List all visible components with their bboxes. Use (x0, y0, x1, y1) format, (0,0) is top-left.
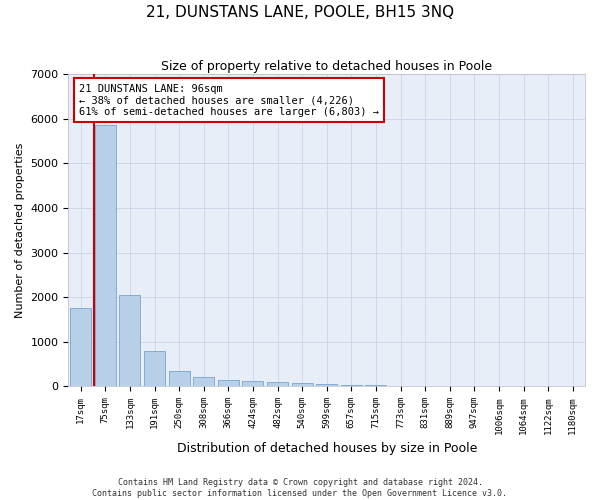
Bar (292, 383, 313, 386)
Text: 21, DUNSTANS LANE, POOLE, BH15 3NQ: 21, DUNSTANS LANE, POOLE, BH15 3NQ (146, 5, 454, 20)
Text: 21 DUNSTANS LANE: 96sqm
← 38% of detached houses are smaller (4,226)
61% of semi: 21 DUNSTANS LANE: 96sqm ← 38% of detache… (79, 84, 379, 116)
Bar (95, 126, 116, 386)
Bar (193, 376, 214, 386)
Bar (316, 384, 337, 386)
X-axis label: Distribution of detached houses by size in Poole: Distribution of detached houses by size … (176, 442, 477, 455)
Y-axis label: Number of detached properties: Number of detached properties (15, 142, 25, 318)
Bar (218, 380, 239, 386)
Text: Contains HM Land Registry data © Crown copyright and database right 2024.
Contai: Contains HM Land Registry data © Crown c… (92, 478, 508, 498)
Bar (70, 308, 91, 386)
Bar (169, 370, 190, 386)
Bar (365, 385, 386, 386)
Title: Size of property relative to detached houses in Poole: Size of property relative to detached ho… (161, 60, 492, 73)
Bar (242, 382, 263, 386)
Bar (119, 295, 140, 386)
Bar (144, 350, 165, 386)
Bar (341, 384, 362, 386)
Bar (267, 382, 288, 386)
